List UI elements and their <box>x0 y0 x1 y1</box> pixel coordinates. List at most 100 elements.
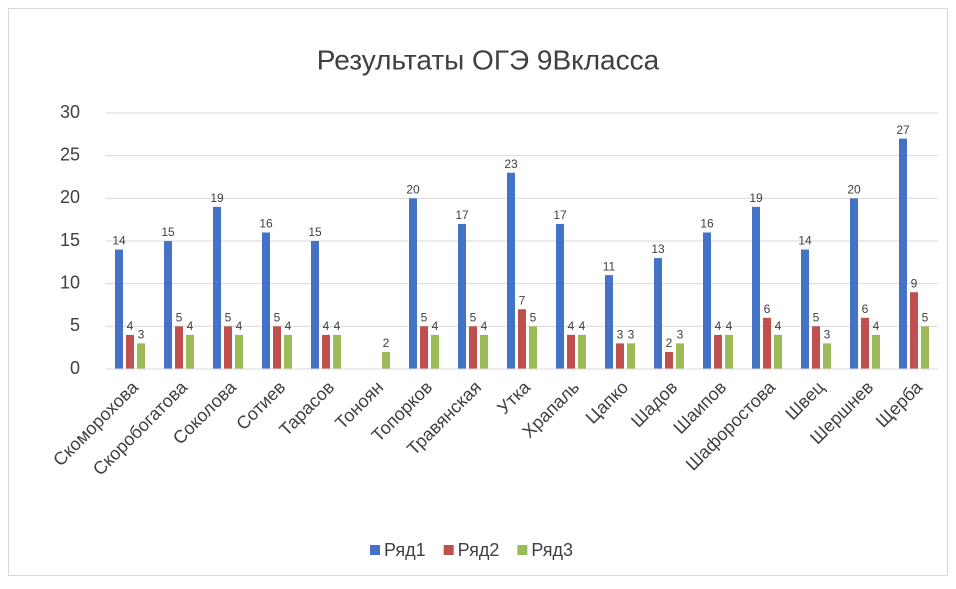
bar <box>224 326 232 369</box>
value-label: 5 <box>274 311 281 325</box>
value-label: 4 <box>187 319 194 333</box>
bar <box>801 249 809 369</box>
value-label: 4 <box>127 319 134 333</box>
legend-label: Ряд2 <box>458 540 500 560</box>
bar <box>126 334 134 369</box>
value-label: 4 <box>775 319 782 333</box>
bar <box>262 232 270 369</box>
value-label: 5 <box>530 311 537 325</box>
bar <box>556 223 564 369</box>
bar <box>654 258 662 369</box>
value-label: 4 <box>481 319 488 333</box>
value-label: 13 <box>651 242 665 256</box>
value-label: 4 <box>285 319 292 333</box>
bar <box>861 317 869 369</box>
bar <box>382 351 390 369</box>
legend-swatch <box>517 545 528 555</box>
value-label: 9 <box>911 276 918 290</box>
bar <box>665 351 673 369</box>
bar <box>605 275 613 369</box>
value-label: 27 <box>896 123 910 137</box>
value-label: 7 <box>519 293 526 307</box>
value-label: 20 <box>847 183 861 197</box>
y-tick-label: 25 <box>60 144 80 164</box>
value-label: 4 <box>334 319 341 333</box>
value-label: 16 <box>700 217 714 231</box>
legend-swatch <box>370 545 380 555</box>
bar <box>284 334 292 369</box>
bar <box>872 334 880 369</box>
bar <box>175 326 183 369</box>
value-label: 4 <box>715 319 722 333</box>
bar <box>899 138 907 369</box>
bar <box>910 292 918 369</box>
value-label: 3 <box>138 328 145 342</box>
value-label: 2 <box>383 336 390 350</box>
value-label: 19 <box>749 191 763 205</box>
bar <box>213 206 221 369</box>
bar <box>714 334 722 369</box>
bar <box>518 309 526 369</box>
bar <box>921 326 929 369</box>
bar <box>273 326 281 369</box>
y-tick-label: 10 <box>60 272 80 292</box>
y-tick-label: 15 <box>60 230 80 250</box>
bar <box>333 334 341 369</box>
value-label: 4 <box>579 319 586 333</box>
bar <box>137 343 145 369</box>
value-label: 23 <box>504 157 518 171</box>
value-label: 4 <box>873 319 880 333</box>
bar <box>812 326 820 369</box>
bar <box>507 172 515 369</box>
value-label: 4 <box>726 319 733 333</box>
y-tick-label: 0 <box>70 358 80 378</box>
value-label: 16 <box>259 217 273 231</box>
value-label: 5 <box>176 311 183 325</box>
value-label: 3 <box>824 328 831 342</box>
bar <box>774 334 782 369</box>
value-label: 2 <box>666 336 673 350</box>
y-tick-label: 5 <box>70 315 80 335</box>
bar <box>752 206 760 369</box>
bar <box>431 334 439 369</box>
bar <box>616 343 624 369</box>
bar <box>115 249 123 369</box>
value-label: 4 <box>236 319 243 333</box>
bar <box>235 334 243 369</box>
y-tick-label: 20 <box>60 187 80 207</box>
bar <box>322 334 330 369</box>
value-label: 5 <box>470 311 477 325</box>
legend-swatch <box>443 545 454 555</box>
bar <box>725 334 733 369</box>
bar <box>529 326 537 369</box>
value-label: 5 <box>225 311 232 325</box>
bar <box>409 198 417 369</box>
bar <box>567 334 575 369</box>
value-label: 14 <box>798 234 812 248</box>
bar <box>763 317 771 369</box>
bar <box>311 241 319 369</box>
bar <box>627 343 635 369</box>
bar <box>469 326 477 369</box>
value-label: 20 <box>406 183 420 197</box>
value-label: 19 <box>210 191 224 205</box>
value-label: 3 <box>677 328 684 342</box>
value-label: 14 <box>112 234 126 248</box>
bar <box>850 198 858 369</box>
value-label: 6 <box>862 302 869 316</box>
bar <box>186 334 194 369</box>
bar <box>703 232 711 369</box>
value-label: 5 <box>421 311 428 325</box>
legend-label: Ряд3 <box>531 540 573 560</box>
value-label: 3 <box>628 328 635 342</box>
bar <box>480 334 488 369</box>
bar <box>420 326 428 369</box>
bar <box>578 334 586 369</box>
value-label: 5 <box>813 311 820 325</box>
value-label: 17 <box>553 208 567 222</box>
value-label: 15 <box>308 225 322 239</box>
value-label: 15 <box>161 225 175 239</box>
bar <box>676 343 684 369</box>
value-label: 11 <box>603 259 616 273</box>
